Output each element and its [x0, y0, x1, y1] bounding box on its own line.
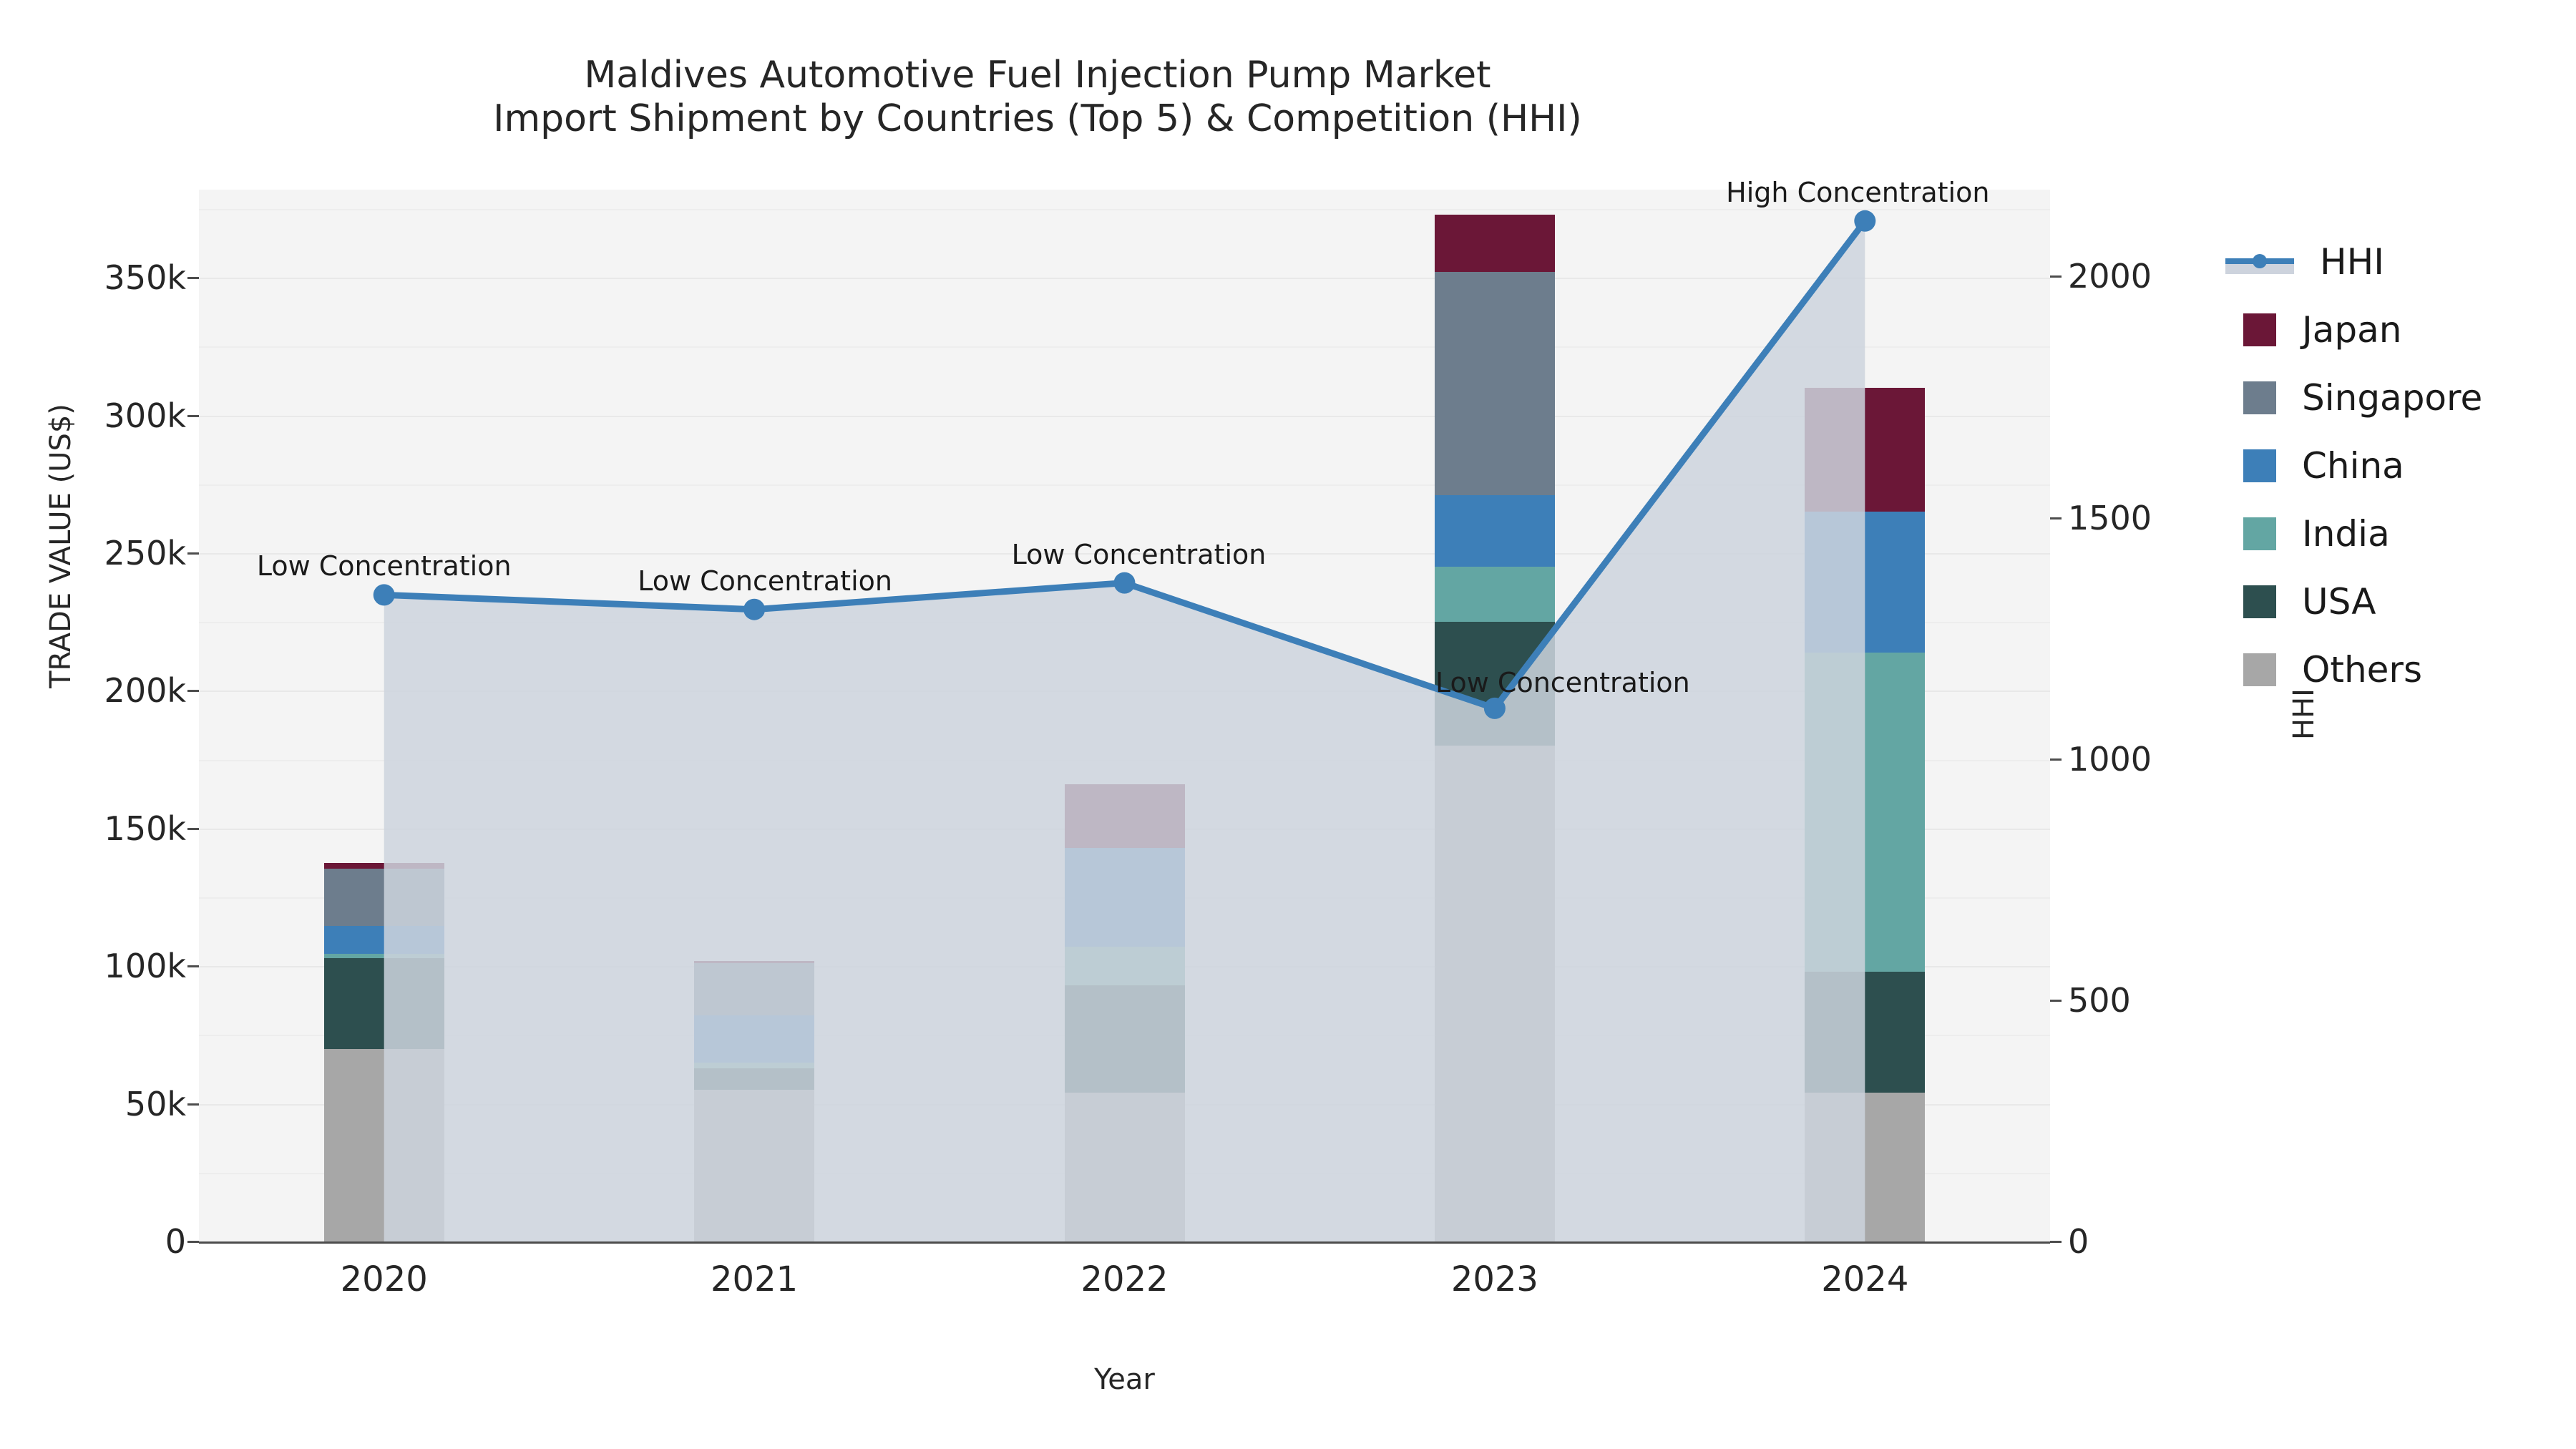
y-tick-mark-left [187, 414, 199, 417]
legend-label-india: India [2302, 512, 2390, 555]
legend-line-swatch-icon [2225, 245, 2294, 278]
bar-segment-india-2022[interactable] [1064, 947, 1185, 986]
x-axis-spine [199, 1241, 2050, 1244]
hhi-annotation-2022: Low Concentration [1011, 538, 1267, 570]
bar-segment-japan-2022[interactable] [1064, 784, 1185, 848]
bar-segment-usa-2020[interactable] [323, 957, 444, 1049]
y-tick-mark-left [187, 690, 199, 693]
bar-segment-india-2021[interactable] [694, 1062, 815, 1068]
gridline [199, 208, 2050, 210]
bar-segment-usa-2022[interactable] [1064, 985, 1185, 1093]
bar-segment-others-2023[interactable] [1434, 746, 1555, 1241]
legend-label-others: Others [2302, 648, 2423, 691]
bar-stack-2022[interactable] [1064, 190, 1185, 1241]
y-tick-left-250k: 250k [104, 533, 186, 572]
y-tick-right-1500: 1500 [2068, 498, 2152, 537]
legend-label-singapore: Singapore [2302, 376, 2483, 419]
y-tick-mark-left [187, 827, 199, 830]
y-tick-left-0: 0 [165, 1222, 186, 1261]
legend-color-swatch-others [2243, 653, 2276, 686]
bar-segment-india-2024[interactable] [1805, 652, 1926, 972]
hhi-annotation-2023: Low Concentration [1435, 666, 1690, 698]
legend-color-swatch-india [2243, 517, 2276, 550]
bar-segment-china-2023[interactable] [1434, 495, 1555, 567]
legend-label-japan: Japan [2302, 308, 2402, 351]
x-tick-2024: 2024 [1821, 1259, 1909, 1299]
legend-item-japan[interactable]: Japan [2225, 296, 2562, 364]
bar-segment-others-2021[interactable] [694, 1090, 815, 1241]
x-axis-title: Year [1094, 1363, 1155, 1396]
bar-stack-2024[interactable] [1805, 190, 1926, 1241]
y-tick-mark-right [2050, 1241, 2062, 1243]
bar-segment-china-2022[interactable] [1064, 847, 1185, 947]
legend-color-swatch-china [2243, 449, 2276, 482]
x-tick-2020: 2020 [340, 1259, 428, 1299]
y-tick-left-50k: 50k [125, 1084, 186, 1123]
y-tick-mark-right [2050, 275, 2062, 278]
chart-title-line-2: Import Shipment by Countries (Top 5) & C… [493, 97, 1582, 141]
bar-segment-usa-2021[interactable] [694, 1068, 815, 1091]
bar-segment-others-2022[interactable] [1064, 1093, 1185, 1241]
bar-segment-singapore-2023[interactable] [1434, 272, 1555, 496]
x-tick-2021: 2021 [711, 1259, 799, 1299]
y-tick-right-500: 500 [2068, 980, 2131, 1020]
y-tick-right-0: 0 [2068, 1222, 2089, 1261]
legend-item-china[interactable]: China [2225, 431, 2562, 499]
y-tick-mark-right [2050, 758, 2062, 761]
y-tick-right-2000: 2000 [2068, 257, 2152, 296]
y-tick-mark-right [2050, 517, 2062, 519]
bar-segment-china-2021[interactable] [694, 1015, 815, 1063]
legend-color-swatch-usa [2243, 585, 2276, 618]
legend-item-hhi[interactable]: HHI [2225, 228, 2562, 296]
hhi-annotation-2024: High Concentration [1726, 176, 1990, 208]
bar-stack-2021[interactable] [694, 190, 815, 1241]
bar-segment-china-2020[interactable] [323, 926, 444, 954]
bar-segment-others-2020[interactable] [323, 1048, 444, 1241]
x-tick-2022: 2022 [1080, 1259, 1169, 1299]
y-tick-left-100k: 100k [104, 947, 186, 986]
y-tick-mark-left [187, 1241, 199, 1243]
bar-segment-usa-2024[interactable] [1805, 971, 1926, 1093]
bar-segment-india-2023[interactable] [1434, 567, 1555, 623]
legend-color-swatch-japan [2243, 313, 2276, 346]
y-tick-left-150k: 150k [104, 809, 186, 848]
legend-label-usa: USA [2302, 580, 2376, 623]
legend: HHI Japan Singapore China India USA Others [2225, 228, 2562, 703]
bar-segment-singapore-2021[interactable] [694, 963, 815, 1016]
y-tick-left-200k: 200k [104, 671, 186, 711]
y-tick-left-350k: 350k [104, 258, 186, 298]
bar-segment-japan-2023[interactable] [1434, 214, 1555, 273]
legend-label-hhi: HHI [2320, 240, 2384, 283]
y-tick-right-1000: 1000 [2068, 739, 2152, 779]
y-tick-left-300k: 300k [104, 396, 186, 435]
bar-stack-2020[interactable] [323, 190, 444, 1241]
bar-segment-singapore-2020[interactable] [323, 868, 444, 927]
chart-title: Maldives Automotive Fuel Injection Pump … [0, 54, 2075, 142]
y-tick-mark-left [187, 552, 199, 555]
bar-segment-china-2024[interactable] [1805, 512, 1926, 653]
y-tick-mark-left [187, 1103, 199, 1106]
y-tick-mark-right [2050, 999, 2062, 1002]
legend-item-others[interactable]: Others [2225, 635, 2562, 703]
legend-item-india[interactable]: India [2225, 499, 2562, 567]
legend-label-china: China [2302, 444, 2404, 487]
plot-area: Low Concentration Low Concentration Low Co… [199, 177, 2050, 1241]
y-axis-left-title: TRADE VALUE (US$) [44, 404, 77, 688]
bar-segment-japan-2024[interactable] [1805, 388, 1926, 512]
bar-segment-others-2024[interactable] [1805, 1093, 1926, 1241]
x-tick-2023: 2023 [1450, 1259, 1538, 1299]
bar-segment-japan-2021[interactable] [694, 961, 815, 964]
legend-item-singapore[interactable]: Singapore [2225, 364, 2562, 431]
bar-segment-india-2020[interactable] [323, 953, 444, 958]
hhi-annotation-2020: Low Concentration [256, 550, 512, 582]
y-tick-mark-left [187, 965, 199, 968]
y-tick-mark-left [187, 277, 199, 280]
chart-title-line-1: Maldives Automotive Fuel Injection Pump … [584, 54, 1491, 97]
bar-stack-2023[interactable] [1434, 190, 1555, 1241]
hhi-annotation-2021: Low Concentration [638, 565, 892, 597]
legend-color-swatch-singapore [2243, 381, 2276, 414]
legend-item-usa[interactable]: USA [2225, 567, 2562, 635]
bar-segment-japan-2020[interactable] [323, 862, 444, 869]
